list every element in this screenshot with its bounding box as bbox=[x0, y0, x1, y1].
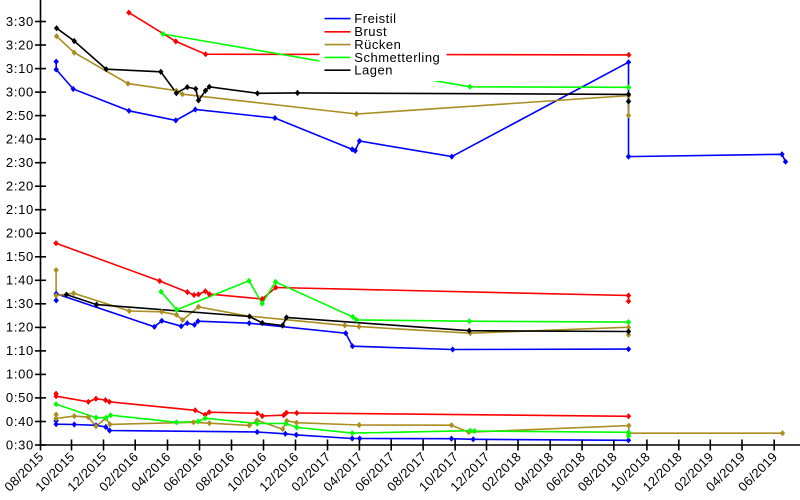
svg-text:0:50: 0:50 bbox=[6, 390, 34, 405]
svg-text:3:20: 3:20 bbox=[6, 37, 34, 52]
svg-text:1:50: 1:50 bbox=[6, 249, 34, 264]
svg-text:2:30: 2:30 bbox=[6, 155, 34, 170]
svg-text:2:50: 2:50 bbox=[6, 108, 34, 123]
svg-text:3:10: 3:10 bbox=[6, 61, 34, 76]
svg-text:0:30: 0:30 bbox=[6, 437, 34, 452]
svg-text:1:00: 1:00 bbox=[6, 367, 34, 382]
svg-text:2:10: 2:10 bbox=[6, 202, 34, 217]
svg-text:1:20: 1:20 bbox=[6, 320, 34, 335]
svg-text:2:40: 2:40 bbox=[6, 131, 34, 146]
svg-text:2:00: 2:00 bbox=[6, 226, 34, 241]
svg-text:3:00: 3:00 bbox=[6, 84, 34, 99]
svg-text:1:30: 1:30 bbox=[6, 296, 34, 311]
svg-text:1:10: 1:10 bbox=[6, 343, 34, 358]
svg-text:0:40: 0:40 bbox=[6, 414, 34, 429]
svg-text:Freistil: Freistil bbox=[354, 11, 396, 26]
svg-text:3:30: 3:30 bbox=[6, 14, 34, 29]
svg-text:Lagen: Lagen bbox=[354, 63, 393, 78]
svg-text:1:40: 1:40 bbox=[6, 273, 34, 288]
svg-text:Rücken: Rücken bbox=[354, 37, 401, 52]
svg-text:Brust: Brust bbox=[354, 24, 387, 39]
svg-text:Schmetterling: Schmetterling bbox=[354, 50, 440, 65]
svg-text:2:20: 2:20 bbox=[6, 179, 34, 194]
